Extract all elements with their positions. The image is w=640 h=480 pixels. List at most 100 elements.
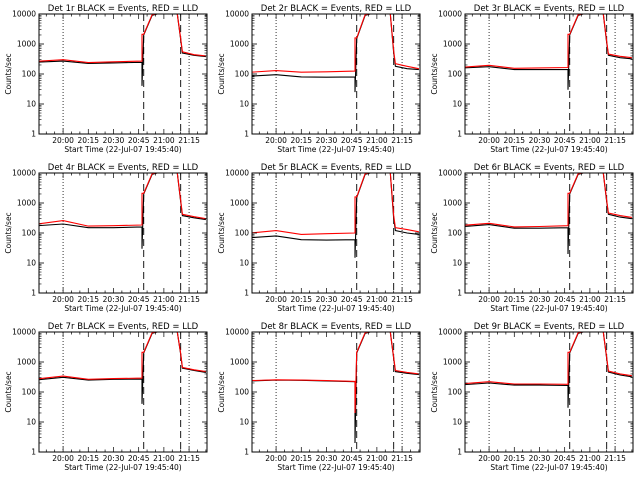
- y-tick-label: 10000: [12, 10, 36, 19]
- panel-det-1r: Det 1r BLACK = Events, RED = LLD 1 10 100 10…: [4, 4, 208, 154]
- y-tick-label: 100: [235, 229, 250, 238]
- x-tick-label: 21:00: [366, 136, 388, 145]
- x-tick-label: 20:30: [103, 136, 125, 145]
- x-tick-label: 20:30: [103, 454, 125, 463]
- y-tick-label: 10: [26, 100, 36, 109]
- panel-title: Det 4r BLACK = Events, RED = LLD: [48, 163, 199, 173]
- x-tick-label: 21:00: [366, 295, 388, 304]
- x-tick-label: 20:00: [265, 454, 287, 463]
- y-tick-label: 1: [457, 448, 462, 457]
- y-tick-label: 100: [448, 229, 463, 238]
- x-tick-label: 20:30: [316, 454, 338, 463]
- x-tick-label: 20:15: [503, 136, 525, 145]
- panel-title: Det 3r BLACK = Events, RED = LLD: [474, 4, 625, 14]
- series-group: [252, 173, 420, 258]
- x-tick-label: 20:00: [478, 295, 500, 304]
- series-line-lld: [252, 14, 420, 73]
- panel-title: Det 2r BLACK = Events, RED = LLD: [261, 4, 412, 14]
- panel-det-4r: Det 4r BLACK = Events, RED = LLD 1 10 100 10…: [4, 163, 208, 313]
- x-tick-label: 20:45: [554, 295, 576, 304]
- series-group: [39, 14, 206, 86]
- series-group: [465, 14, 632, 90]
- x-tick-label: 20:45: [341, 136, 363, 145]
- y-axis-title: Counts/sec: [217, 53, 226, 94]
- y-tick-label: 10000: [225, 328, 249, 337]
- series-line-lld: [39, 173, 206, 227]
- x-tick-label: 20:30: [316, 136, 338, 145]
- y-tick-label: 1: [457, 289, 462, 298]
- y-tick-label: 1: [31, 130, 36, 139]
- x-axis-title: Start Time (22-Jul-07 19:45:40): [277, 304, 394, 313]
- x-axis-title: Start Time (22-Jul-07 19:45:40): [490, 463, 607, 472]
- x-axis-title: Start Time (22-Jul-07 19:45:40): [64, 463, 181, 472]
- y-tick-label: 100: [448, 388, 463, 397]
- x-tick-label: 20:00: [265, 295, 287, 304]
- y-tick-label: 10000: [438, 328, 462, 337]
- series-group: [252, 14, 420, 93]
- x-tick-label: 21:00: [579, 454, 601, 463]
- x-tick-label: 21:00: [579, 295, 601, 304]
- panel-det-3r: Det 3r BLACK = Events, RED = LLD 1 10 100 10…: [430, 4, 634, 154]
- x-tick-label: 20:30: [103, 295, 125, 304]
- y-tick-label: 1: [244, 289, 249, 298]
- y-tick-label: 100: [22, 388, 37, 397]
- x-tick-label: 20:00: [52, 454, 74, 463]
- series-group: [465, 173, 632, 255]
- y-tick-label: 10: [239, 418, 249, 427]
- x-tick-label: 20:45: [128, 136, 150, 145]
- panel-title: Det 7r BLACK = Events, RED = LLD: [48, 322, 199, 332]
- panel-title: Det 8r BLACK = Events, RED = LLD: [261, 322, 412, 332]
- x-axis-title: Start Time (22-Jul-07 19:45:40): [277, 145, 394, 154]
- x-tick-label: 20:15: [503, 454, 525, 463]
- y-tick-label: 10: [26, 418, 36, 427]
- x-tick-label: 21:15: [604, 454, 626, 463]
- x-tick-label: 21:00: [579, 136, 601, 145]
- x-tick-label: 20:00: [52, 295, 74, 304]
- y-tick-label: 1000: [443, 199, 462, 208]
- y-tick-label: 10: [239, 259, 249, 268]
- y-tick-label: 10: [452, 259, 462, 268]
- panel-det-9r: Det 9r BLACK = Events, RED = LLD 1 10 100 10…: [430, 322, 634, 472]
- y-axis-title: Counts/sec: [4, 53, 13, 94]
- x-tick-label: 21:15: [391, 295, 413, 304]
- y-axis-title: Counts/sec: [430, 212, 439, 253]
- x-tick-label: 20:30: [529, 454, 551, 463]
- panel-det-5r: Det 5r BLACK = Events, RED = LLD 1 10 100 10…: [217, 163, 421, 313]
- x-tick-label: 20:30: [316, 295, 338, 304]
- x-tick-label: 20:15: [290, 454, 312, 463]
- series-group: [465, 332, 632, 408]
- series-line-lld: [252, 173, 420, 235]
- x-tick-label: 20:15: [77, 295, 99, 304]
- y-tick-label: 100: [235, 70, 250, 79]
- x-axis-title: Start Time (22-Jul-07 19:45:40): [490, 304, 607, 313]
- y-tick-label: 1: [31, 289, 36, 298]
- x-tick-label: 21:15: [178, 136, 200, 145]
- x-tick-label: 20:45: [554, 454, 576, 463]
- x-tick-label: 20:15: [290, 295, 312, 304]
- y-tick-label: 10: [239, 100, 249, 109]
- y-tick-label: 100: [448, 70, 463, 79]
- series-group: [39, 173, 206, 249]
- panel-title: Det 9r BLACK = Events, RED = LLD: [474, 322, 625, 332]
- y-tick-label: 10000: [438, 169, 462, 178]
- y-tick-label: 1: [244, 130, 249, 139]
- x-tick-label: 20:45: [554, 136, 576, 145]
- y-axis-title: Counts/sec: [430, 371, 439, 412]
- series-group: [39, 332, 206, 404]
- panel-title: Det 6r BLACK = Events, RED = LLD: [474, 163, 625, 173]
- y-axis-title: Counts/sec: [4, 212, 13, 253]
- y-tick-label: 10000: [225, 10, 249, 19]
- y-tick-label: 10000: [12, 328, 36, 337]
- y-tick-label: 10000: [438, 10, 462, 19]
- panel-det-8r: Det 8r BLACK = Events, RED = LLD 1 10 100 10…: [217, 322, 421, 472]
- y-tick-label: 10: [452, 418, 462, 427]
- panel-det-7r: Det 7r BLACK = Events, RED = LLD 1 10 100 10…: [4, 322, 208, 472]
- y-tick-label: 10000: [12, 169, 36, 178]
- y-axis-title: Counts/sec: [217, 212, 226, 253]
- x-tick-label: 20:00: [478, 136, 500, 145]
- y-tick-label: 1: [457, 130, 462, 139]
- series-line-lld: [465, 173, 632, 228]
- y-tick-label: 1000: [230, 40, 249, 49]
- y-tick-label: 10: [26, 259, 36, 268]
